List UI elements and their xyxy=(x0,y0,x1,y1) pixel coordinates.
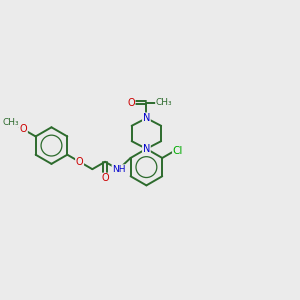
Text: O: O xyxy=(76,157,83,167)
Text: N: N xyxy=(143,113,150,123)
Text: N: N xyxy=(143,144,150,154)
Text: NH: NH xyxy=(112,165,126,174)
Text: CH₃: CH₃ xyxy=(2,118,19,127)
Text: Cl: Cl xyxy=(173,146,183,156)
Text: O: O xyxy=(127,98,135,108)
Text: CH₃: CH₃ xyxy=(156,98,172,107)
Text: O: O xyxy=(101,173,109,183)
Text: O: O xyxy=(20,124,27,134)
